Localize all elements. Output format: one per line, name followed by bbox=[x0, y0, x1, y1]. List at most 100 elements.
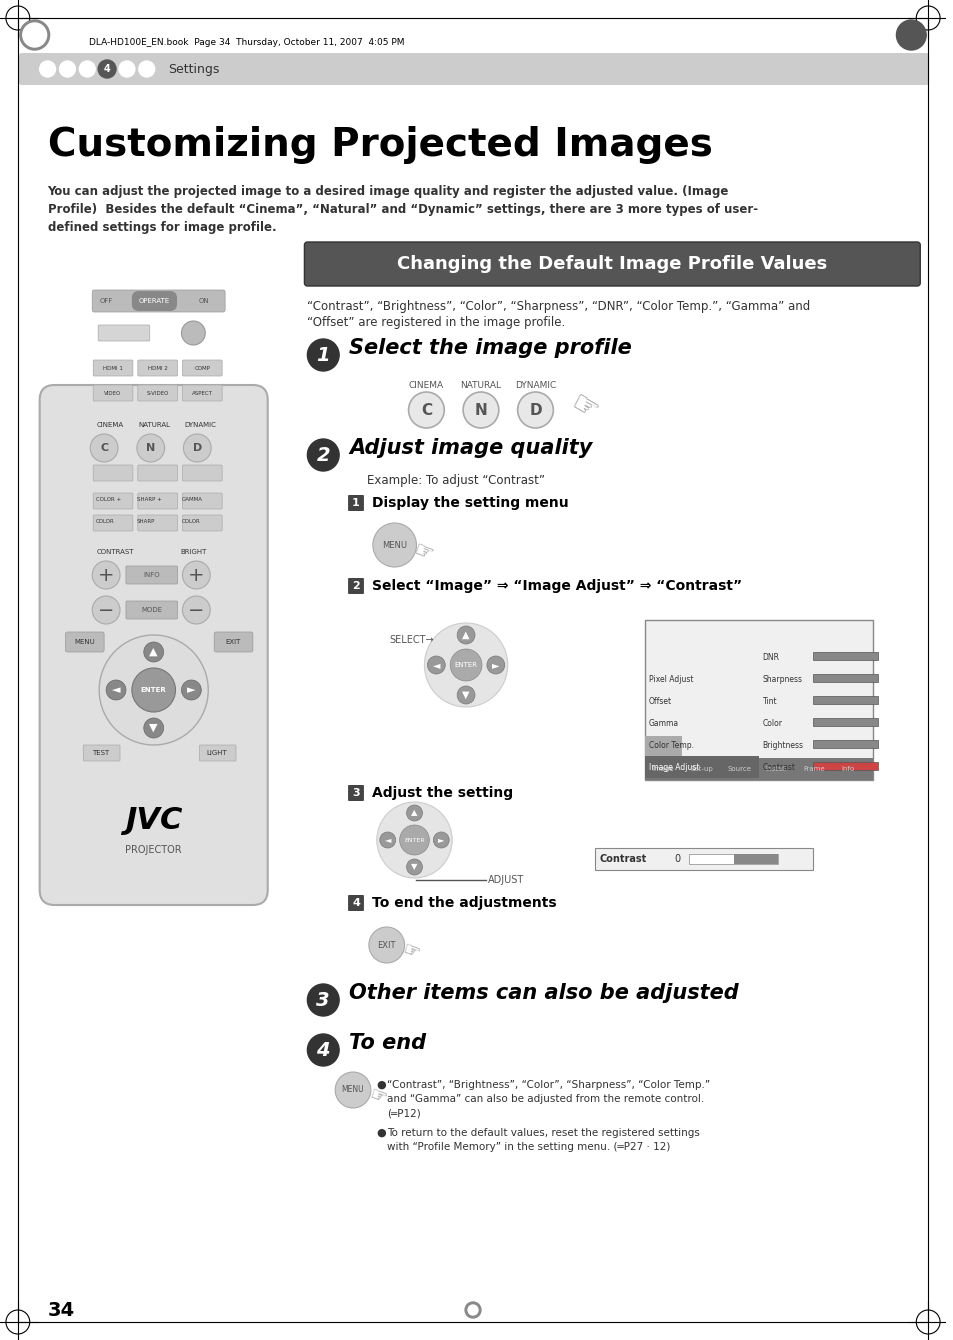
Circle shape bbox=[183, 434, 211, 462]
Text: 4: 4 bbox=[316, 1040, 330, 1060]
Text: SHARP +: SHARP + bbox=[136, 497, 162, 502]
Text: ENTER: ENTER bbox=[454, 662, 477, 669]
Text: +: + bbox=[188, 565, 204, 584]
Text: 2: 2 bbox=[352, 582, 359, 591]
FancyBboxPatch shape bbox=[93, 385, 132, 401]
Text: 0: 0 bbox=[674, 854, 679, 864]
Circle shape bbox=[119, 62, 134, 76]
Circle shape bbox=[335, 1072, 371, 1108]
Circle shape bbox=[517, 393, 553, 427]
Text: Changing the Default Image Profile Values: Changing the Default Image Profile Value… bbox=[396, 255, 826, 273]
FancyBboxPatch shape bbox=[348, 494, 363, 511]
Text: EXIT: EXIT bbox=[225, 639, 240, 645]
FancyBboxPatch shape bbox=[137, 493, 177, 509]
FancyBboxPatch shape bbox=[199, 745, 235, 761]
Text: D: D bbox=[529, 402, 541, 418]
Circle shape bbox=[433, 832, 449, 848]
Text: MENU: MENU bbox=[341, 1085, 364, 1095]
Text: 2: 2 bbox=[316, 445, 330, 465]
Text: Select the image profile: Select the image profile bbox=[349, 338, 631, 358]
FancyBboxPatch shape bbox=[644, 758, 872, 780]
FancyBboxPatch shape bbox=[182, 493, 222, 509]
Circle shape bbox=[20, 20, 50, 50]
Circle shape bbox=[182, 561, 210, 590]
FancyBboxPatch shape bbox=[182, 360, 222, 377]
Text: DYNAMIC: DYNAMIC bbox=[184, 422, 216, 427]
Text: N: N bbox=[474, 402, 487, 418]
Text: C: C bbox=[420, 402, 432, 418]
Text: PROJECTOR: PROJECTOR bbox=[125, 846, 182, 855]
Text: OPERATE: OPERATE bbox=[139, 297, 170, 304]
Text: Offset: Offset bbox=[648, 697, 671, 705]
FancyBboxPatch shape bbox=[348, 785, 363, 801]
Text: +: + bbox=[98, 565, 114, 584]
Circle shape bbox=[132, 669, 175, 712]
Circle shape bbox=[424, 623, 507, 708]
Text: MENU: MENU bbox=[382, 540, 407, 549]
Text: Color: Color bbox=[761, 718, 781, 728]
Text: (═P12): (═P12) bbox=[386, 1108, 420, 1118]
Text: OFF: OFF bbox=[99, 297, 112, 304]
FancyBboxPatch shape bbox=[98, 326, 150, 340]
Text: To return to the default values, reset the registered settings: To return to the default values, reset t… bbox=[386, 1128, 699, 1138]
Circle shape bbox=[373, 523, 416, 567]
Text: Frame: Frame bbox=[802, 766, 824, 772]
FancyBboxPatch shape bbox=[348, 578, 363, 594]
FancyBboxPatch shape bbox=[93, 360, 132, 377]
FancyBboxPatch shape bbox=[83, 745, 120, 761]
Circle shape bbox=[427, 657, 445, 674]
Text: NATURAL: NATURAL bbox=[460, 381, 501, 390]
Text: Contrast: Contrast bbox=[599, 854, 646, 864]
Text: SHARP: SHARP bbox=[136, 519, 155, 524]
FancyBboxPatch shape bbox=[182, 515, 222, 531]
Text: COLOR: COLOR bbox=[96, 519, 114, 524]
FancyBboxPatch shape bbox=[644, 756, 758, 779]
Text: ▼: ▼ bbox=[411, 863, 417, 871]
Circle shape bbox=[144, 642, 164, 662]
Text: defined settings for image profile.: defined settings for image profile. bbox=[48, 221, 276, 234]
Text: Brightness: Brightness bbox=[761, 741, 802, 749]
FancyBboxPatch shape bbox=[137, 360, 177, 377]
Circle shape bbox=[92, 561, 120, 590]
FancyBboxPatch shape bbox=[66, 632, 104, 653]
Text: ◄: ◄ bbox=[112, 685, 120, 695]
Text: Pixel Adjust: Pixel Adjust bbox=[648, 674, 692, 683]
Text: Sharpness: Sharpness bbox=[761, 674, 801, 683]
Text: HDMI 1: HDMI 1 bbox=[103, 366, 123, 370]
Text: JVC: JVC bbox=[125, 805, 182, 835]
Circle shape bbox=[98, 60, 116, 78]
Circle shape bbox=[896, 20, 925, 50]
Circle shape bbox=[486, 657, 504, 674]
Text: Profile)  Besides the default “Cinema”, “Natural” and “Dynamic” settings, there : Profile) Besides the default “Cinema”, “… bbox=[48, 202, 757, 216]
Circle shape bbox=[456, 686, 475, 704]
FancyBboxPatch shape bbox=[304, 243, 920, 285]
Text: ADJUST: ADJUST bbox=[487, 875, 523, 884]
Text: 4: 4 bbox=[352, 898, 359, 909]
Text: COLOR: COLOR bbox=[181, 519, 200, 524]
Text: SELECT→: SELECT→ bbox=[390, 635, 434, 645]
Text: Image: Image bbox=[652, 766, 674, 772]
Text: 1: 1 bbox=[316, 346, 330, 364]
Text: ENTER: ENTER bbox=[141, 687, 167, 693]
FancyBboxPatch shape bbox=[812, 762, 877, 770]
Text: “Contrast”, “Brightness”, “Color”, “Sharpness”, “Color Temp.”: “Contrast”, “Brightness”, “Color”, “Shar… bbox=[386, 1080, 709, 1089]
Text: −: − bbox=[98, 600, 114, 619]
Circle shape bbox=[139, 62, 154, 76]
Text: S-VIDEO: S-VIDEO bbox=[147, 390, 169, 395]
FancyBboxPatch shape bbox=[733, 854, 778, 864]
Circle shape bbox=[408, 393, 444, 427]
Text: ON: ON bbox=[198, 297, 209, 304]
FancyBboxPatch shape bbox=[92, 289, 225, 312]
FancyBboxPatch shape bbox=[348, 895, 363, 911]
Circle shape bbox=[136, 434, 165, 462]
Text: ►: ► bbox=[187, 685, 195, 695]
Text: ►: ► bbox=[437, 836, 444, 844]
Text: Settings: Settings bbox=[169, 63, 220, 75]
Circle shape bbox=[406, 805, 422, 821]
Circle shape bbox=[307, 440, 338, 470]
Text: ▼: ▼ bbox=[462, 690, 469, 699]
Text: with “Profile Memory” in the setting menu. (═P27 · 12): with “Profile Memory” in the setting men… bbox=[386, 1142, 669, 1152]
FancyBboxPatch shape bbox=[812, 740, 877, 748]
FancyBboxPatch shape bbox=[812, 653, 877, 661]
Text: “Contrast”, “Brightness”, “Color”, “Sharpness”, “DNR”, “Color Temp.”, “Gamma” an: “Contrast”, “Brightness”, “Color”, “Shar… bbox=[307, 300, 810, 314]
